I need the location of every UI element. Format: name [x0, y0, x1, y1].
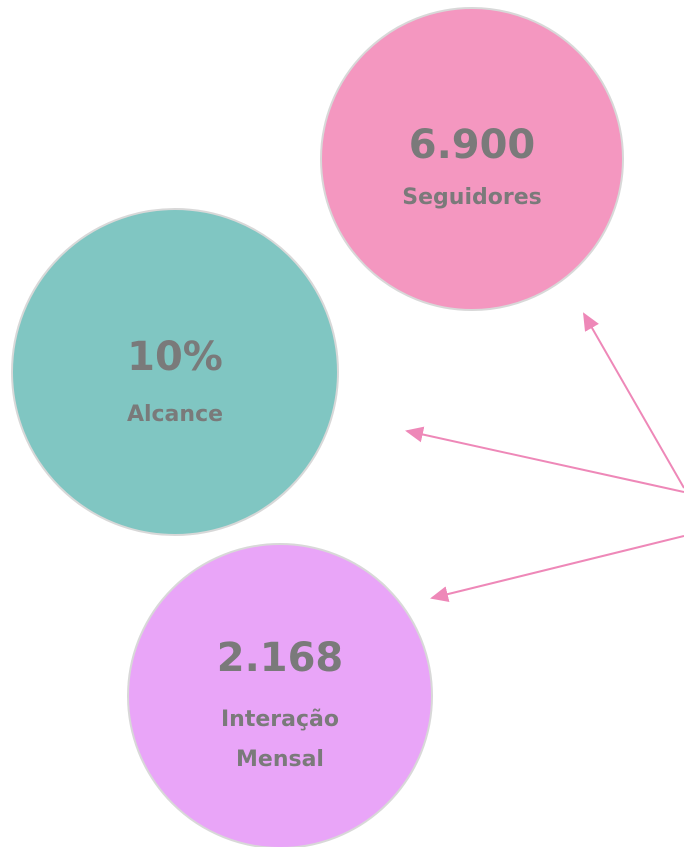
- bubble: [127, 543, 433, 847]
- arrows: [405, 312, 684, 602]
- bubble-label: Seguidores: [402, 185, 541, 210]
- bubble-value: 10%: [127, 334, 223, 380]
- bubble: [320, 7, 624, 311]
- bubble: [11, 208, 339, 536]
- bubble-label: Mensal: [236, 747, 324, 772]
- bubble-value: 2.168: [217, 635, 344, 681]
- bubble-label: Interação: [221, 707, 339, 732]
- bubble-label: Alcance: [127, 402, 223, 427]
- arrow: [405, 426, 684, 493]
- arrow: [430, 535, 684, 602]
- bubble-value: 6.900: [409, 122, 536, 168]
- arrow: [583, 312, 684, 489]
